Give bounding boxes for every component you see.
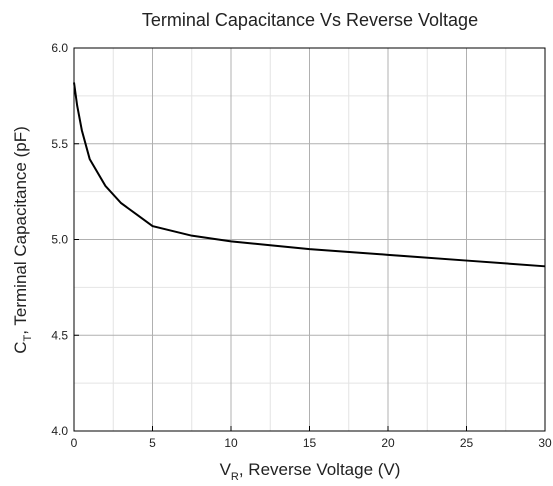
y-tick-label: 4.0 — [51, 424, 68, 438]
y-label-rest: , Terminal Capacitance (pF) — [11, 126, 30, 335]
x-label-rest: , Reverse Voltage (V) — [239, 460, 401, 479]
x-tick-label: 0 — [71, 436, 78, 450]
y-label-sub: T — [22, 334, 34, 341]
y-tick-label: 5.0 — [51, 233, 68, 247]
x-label-main: V — [220, 460, 232, 479]
y-tick-label: 6.0 — [51, 41, 68, 55]
y-axis-label: CT, Terminal Capacitance (pF) — [11, 126, 34, 354]
x-tick-label: 30 — [538, 436, 552, 450]
y-tick-label: 4.5 — [51, 328, 68, 342]
x-tick-label: 20 — [381, 436, 395, 450]
x-tick-label: 15 — [303, 436, 317, 450]
x-tick-label: 10 — [224, 436, 238, 450]
x-label-sub: R — [231, 471, 239, 483]
x-tick-label: 25 — [460, 436, 474, 450]
line-series — [73, 82, 546, 268]
x-tick-label: 5 — [149, 436, 156, 450]
y-label-main: C — [11, 341, 30, 353]
x-axis-label: VR, Reverse Voltage (V) — [220, 460, 401, 483]
chart-title: Terminal Capacitance Vs Reverse Voltage — [142, 10, 478, 30]
plot-frame — [73, 47, 546, 432]
y-tick-label: 5.5 — [51, 137, 68, 151]
